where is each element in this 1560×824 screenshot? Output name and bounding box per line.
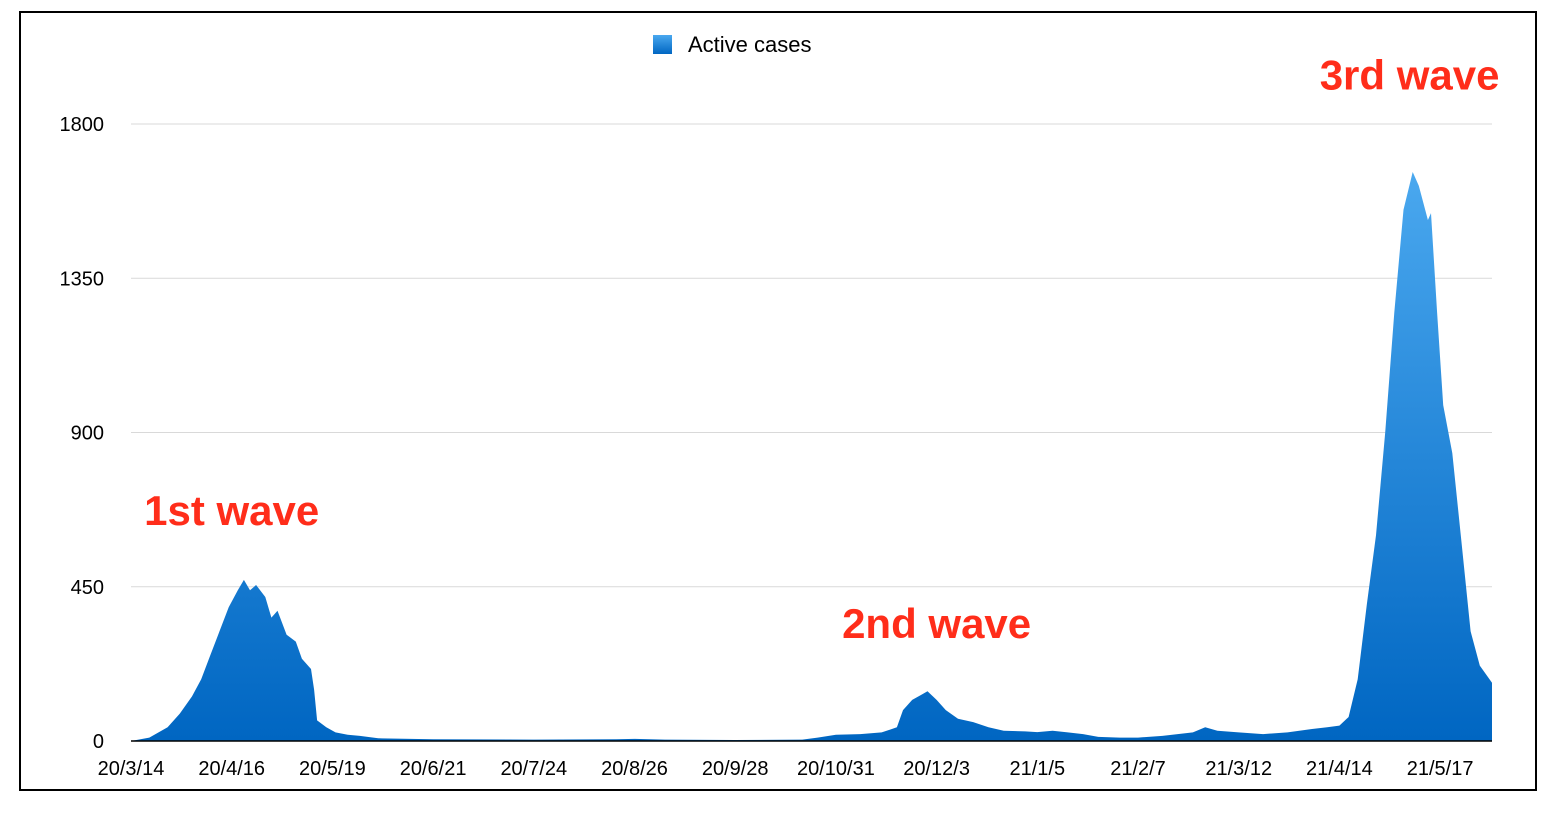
plot-area	[131, 172, 1492, 741]
wave-annotation: 2nd wave	[842, 600, 1031, 647]
y-axis: 0 450 900 1350 1800	[60, 114, 105, 753]
annotations: 1st wave 2nd wave 3rd wave	[144, 52, 1499, 647]
legend-swatch	[653, 35, 672, 54]
y-tick-label: 1800	[60, 114, 105, 136]
wave-annotation: 1st wave	[144, 487, 319, 534]
y-tick-label: 450	[71, 577, 104, 599]
y-tick-label: 900	[71, 423, 104, 445]
x-tick-label: 21/5/17	[1407, 758, 1474, 780]
wave-annotation: 3rd wave	[1320, 52, 1500, 99]
x-tick-label: 21/2/7	[1110, 758, 1166, 780]
x-tick-label: 21/4/14	[1306, 758, 1373, 780]
legend-label: Active cases	[688, 32, 812, 57]
x-tick-label: 21/1/5	[1010, 758, 1066, 780]
x-tick-label: 20/12/3	[903, 758, 970, 780]
y-tick-label: 0	[93, 731, 104, 753]
x-tick-label: 20/4/16	[198, 758, 265, 780]
x-tick-label: 20/8/26	[601, 758, 668, 780]
y-tick-label: 1350	[60, 268, 105, 290]
x-tick-label: 21/3/12	[1205, 758, 1272, 780]
x-tick-label: 20/6/21	[400, 758, 467, 780]
x-tick-label: 20/9/28	[702, 758, 769, 780]
x-axis: 20/3/14 20/4/16 20/5/19 20/6/21 20/7/24 20/8/…	[98, 740, 1492, 780]
legend: Active cases	[653, 32, 812, 57]
gridlines	[131, 123, 1492, 588]
x-tick-label: 20/7/24	[500, 758, 567, 780]
x-tick-label: 20/10/31	[797, 758, 875, 780]
x-tick-label: 20/3/14	[98, 758, 165, 780]
x-tick-label: 20/5/19	[299, 758, 366, 780]
series-area-active-cases	[131, 172, 1492, 741]
